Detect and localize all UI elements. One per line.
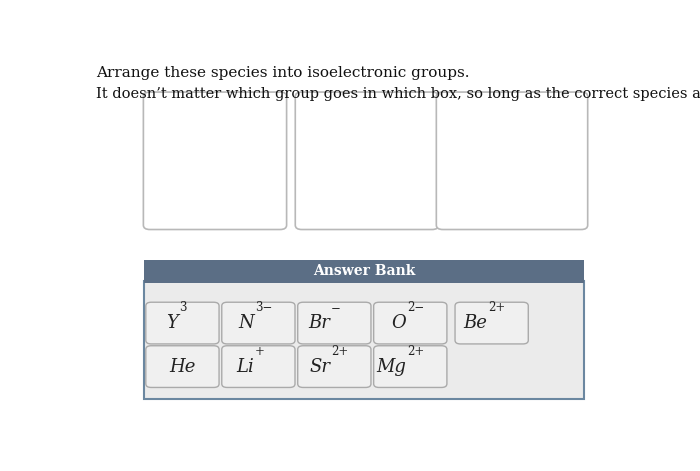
Text: −: − xyxy=(331,301,341,315)
Text: Arrange these species into isoelectronic groups.: Arrange these species into isoelectronic… xyxy=(96,65,469,80)
Text: 2+: 2+ xyxy=(331,345,349,358)
FancyBboxPatch shape xyxy=(222,302,295,344)
FancyBboxPatch shape xyxy=(455,302,528,344)
FancyBboxPatch shape xyxy=(146,302,219,344)
FancyBboxPatch shape xyxy=(146,346,219,388)
FancyBboxPatch shape xyxy=(144,92,286,229)
Text: 2+: 2+ xyxy=(407,345,424,358)
Text: 3: 3 xyxy=(179,301,187,315)
Text: Br: Br xyxy=(308,314,330,332)
Text: Mg: Mg xyxy=(376,357,406,375)
FancyBboxPatch shape xyxy=(374,302,447,344)
Text: N: N xyxy=(238,314,254,332)
Text: Li: Li xyxy=(237,357,254,375)
FancyBboxPatch shape xyxy=(295,92,438,229)
Text: Sr: Sr xyxy=(309,357,330,375)
Text: 2+: 2+ xyxy=(489,301,505,315)
FancyBboxPatch shape xyxy=(436,92,588,229)
Text: It doesn’t matter which group goes in which box, so long as the correct species : It doesn’t matter which group goes in wh… xyxy=(96,87,700,101)
Text: O: O xyxy=(391,314,406,332)
FancyBboxPatch shape xyxy=(144,260,584,283)
Text: Y: Y xyxy=(166,314,178,332)
Text: Be: Be xyxy=(463,314,487,332)
Text: +: + xyxy=(255,345,265,358)
Text: He: He xyxy=(169,357,195,375)
Text: 2−: 2− xyxy=(407,301,424,315)
FancyBboxPatch shape xyxy=(298,302,371,344)
FancyBboxPatch shape xyxy=(374,346,447,388)
FancyBboxPatch shape xyxy=(222,346,295,388)
Text: 3−: 3− xyxy=(255,301,272,315)
FancyBboxPatch shape xyxy=(144,281,584,399)
FancyBboxPatch shape xyxy=(298,346,371,388)
Text: Answer Bank: Answer Bank xyxy=(313,264,415,278)
